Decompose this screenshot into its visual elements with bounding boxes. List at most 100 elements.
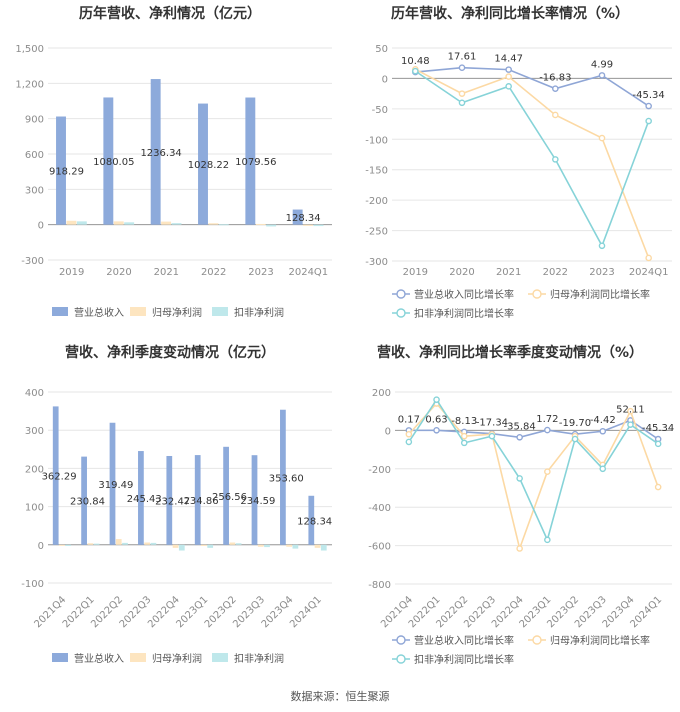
bar-revenue bbox=[166, 455, 173, 545]
annual-revenue-profit-chart: 历年营收、净利情况（亿元） 1,500 1,200 900 600 300 0 -300 201… bbox=[15, 5, 332, 319]
legend-swatch bbox=[212, 653, 228, 662]
line-data-label: 1.72 bbox=[536, 414, 558, 425]
y-tick-label: 600 bbox=[25, 150, 44, 161]
quarterly-growth-rate-chart: 营收、净利同比增长率季度变动情况（%）2000-200-400-600-8002… bbox=[368, 344, 674, 666]
line-point bbox=[505, 83, 512, 90]
bar-data-label: 319.49 bbox=[98, 480, 133, 491]
legend-label: 扣非净利润 bbox=[234, 306, 284, 319]
legend-swatch-marker bbox=[396, 289, 406, 299]
y-tick-label: -100 bbox=[21, 579, 44, 590]
bar-revenue bbox=[194, 455, 201, 545]
bar-revenue bbox=[308, 495, 315, 545]
bar-netprofit bbox=[314, 544, 321, 548]
y-tick-label: 200 bbox=[25, 464, 44, 475]
x-tick-label: 2022 bbox=[201, 267, 226, 278]
line-netprofit-growth bbox=[414, 68, 650, 259]
bar-deducted bbox=[264, 544, 270, 548]
bar-netprofit bbox=[115, 539, 122, 545]
bar-revenue bbox=[251, 455, 258, 545]
legend-label: 归母净利润 bbox=[152, 306, 202, 319]
bar-netprofit bbox=[161, 221, 172, 225]
bar-netprofit bbox=[257, 544, 264, 547]
bar-deducted bbox=[171, 223, 182, 225]
line-point bbox=[505, 66, 512, 73]
bar-netprofit bbox=[113, 221, 124, 225]
legend-label: 营业总收入同比增长率 bbox=[414, 634, 514, 647]
legend-swatch bbox=[52, 307, 68, 316]
bar-revenue bbox=[52, 406, 59, 545]
legend-swatch-marker bbox=[396, 635, 406, 645]
y-tick-label: 0 bbox=[382, 74, 388, 85]
bar-deducted bbox=[313, 224, 324, 227]
y-tick-label: 300 bbox=[25, 426, 44, 437]
bar-netprofit bbox=[229, 542, 236, 545]
bar-deducted bbox=[93, 543, 100, 545]
bar-revenue bbox=[150, 79, 161, 225]
line-point bbox=[598, 242, 606, 250]
legend-label: 扣非净利润同比增长率 bbox=[414, 307, 514, 320]
bar-deducted bbox=[207, 544, 214, 548]
bar-deducted bbox=[76, 221, 87, 225]
bar-netprofit bbox=[303, 224, 314, 226]
y-tick-label: 900 bbox=[25, 115, 44, 126]
line-point bbox=[627, 421, 634, 428]
line-point bbox=[654, 440, 662, 448]
line-deducted-growth bbox=[408, 398, 659, 543]
x-tick-label: 2024Q1 bbox=[629, 267, 669, 278]
line-data-label: 0.17 bbox=[398, 414, 420, 425]
line-point bbox=[599, 427, 607, 435]
y-tick-label: 100 bbox=[25, 503, 44, 514]
line-point bbox=[516, 433, 523, 441]
line-point bbox=[598, 72, 606, 79]
line-deducted-growth bbox=[414, 70, 650, 248]
bar-revenue bbox=[138, 451, 144, 545]
y-tick-label: -50 bbox=[372, 105, 388, 116]
legend-swatch bbox=[130, 307, 146, 316]
line-data-label: 4.99 bbox=[591, 59, 613, 70]
line-data-label: -17.34 bbox=[476, 418, 508, 429]
bar-deducted bbox=[150, 542, 157, 545]
line-revenue-growth bbox=[415, 66, 650, 107]
bar-netprofit bbox=[144, 542, 151, 545]
legend-label: 营业总收入 bbox=[74, 652, 124, 665]
line-point bbox=[405, 438, 413, 446]
line-data-label: -4.42 bbox=[590, 415, 616, 426]
legend-label: 归母净利润同比增长率 bbox=[550, 288, 650, 301]
legend-swatch-marker bbox=[396, 654, 406, 664]
line-point bbox=[552, 85, 559, 92]
line-data-label: -45.34 bbox=[642, 423, 674, 434]
y-tick-label: 0 bbox=[385, 426, 391, 437]
legend-label: 营业总收入同比增长率 bbox=[414, 288, 514, 301]
line-point bbox=[505, 73, 512, 80]
line-data-label: -45.34 bbox=[633, 90, 665, 101]
y-tick-label: 1,500 bbox=[15, 44, 44, 55]
annual-growth-rate-chart: 历年营收、净利同比增长率情况（%） 50 0 -50 -100 -150 -200 -250 -… bbox=[365, 5, 672, 320]
quarterly-revenue-profit-chart: 营收、净利季度变动情况（亿元）4003002001000-1002021Q420… bbox=[21, 344, 332, 665]
bar-data-label: 232.47 bbox=[155, 496, 190, 507]
bar-netprofit bbox=[172, 544, 179, 548]
x-tick-label: 2019 bbox=[403, 267, 428, 278]
line-point bbox=[516, 545, 523, 552]
bar-data-label: 1079.56 bbox=[235, 157, 276, 168]
line-data-label: 52.11 bbox=[616, 404, 645, 415]
legend-label: 扣非净利润 bbox=[234, 652, 284, 665]
line-data-label: 14.47 bbox=[494, 54, 523, 65]
line-point bbox=[460, 439, 468, 447]
line-point bbox=[552, 111, 559, 119]
line-point bbox=[405, 430, 413, 438]
legend-swatch-marker bbox=[532, 289, 542, 299]
bar-data-label: 128.34 bbox=[286, 213, 321, 224]
line-point bbox=[433, 396, 440, 403]
bar-revenue bbox=[81, 456, 87, 545]
y-tick-label: -200 bbox=[368, 465, 391, 476]
bar-data-label: 234.59 bbox=[240, 496, 275, 507]
bar-deducted bbox=[178, 544, 185, 551]
line-point bbox=[458, 99, 466, 107]
y-tick-label: 0 bbox=[38, 541, 44, 552]
legend-swatch bbox=[130, 653, 146, 662]
y-tick-label: 0 bbox=[38, 221, 44, 232]
bar-revenue bbox=[103, 97, 114, 225]
line-point bbox=[433, 426, 440, 434]
line-point bbox=[544, 426, 551, 434]
x-tick-label: 2020 bbox=[449, 267, 474, 278]
